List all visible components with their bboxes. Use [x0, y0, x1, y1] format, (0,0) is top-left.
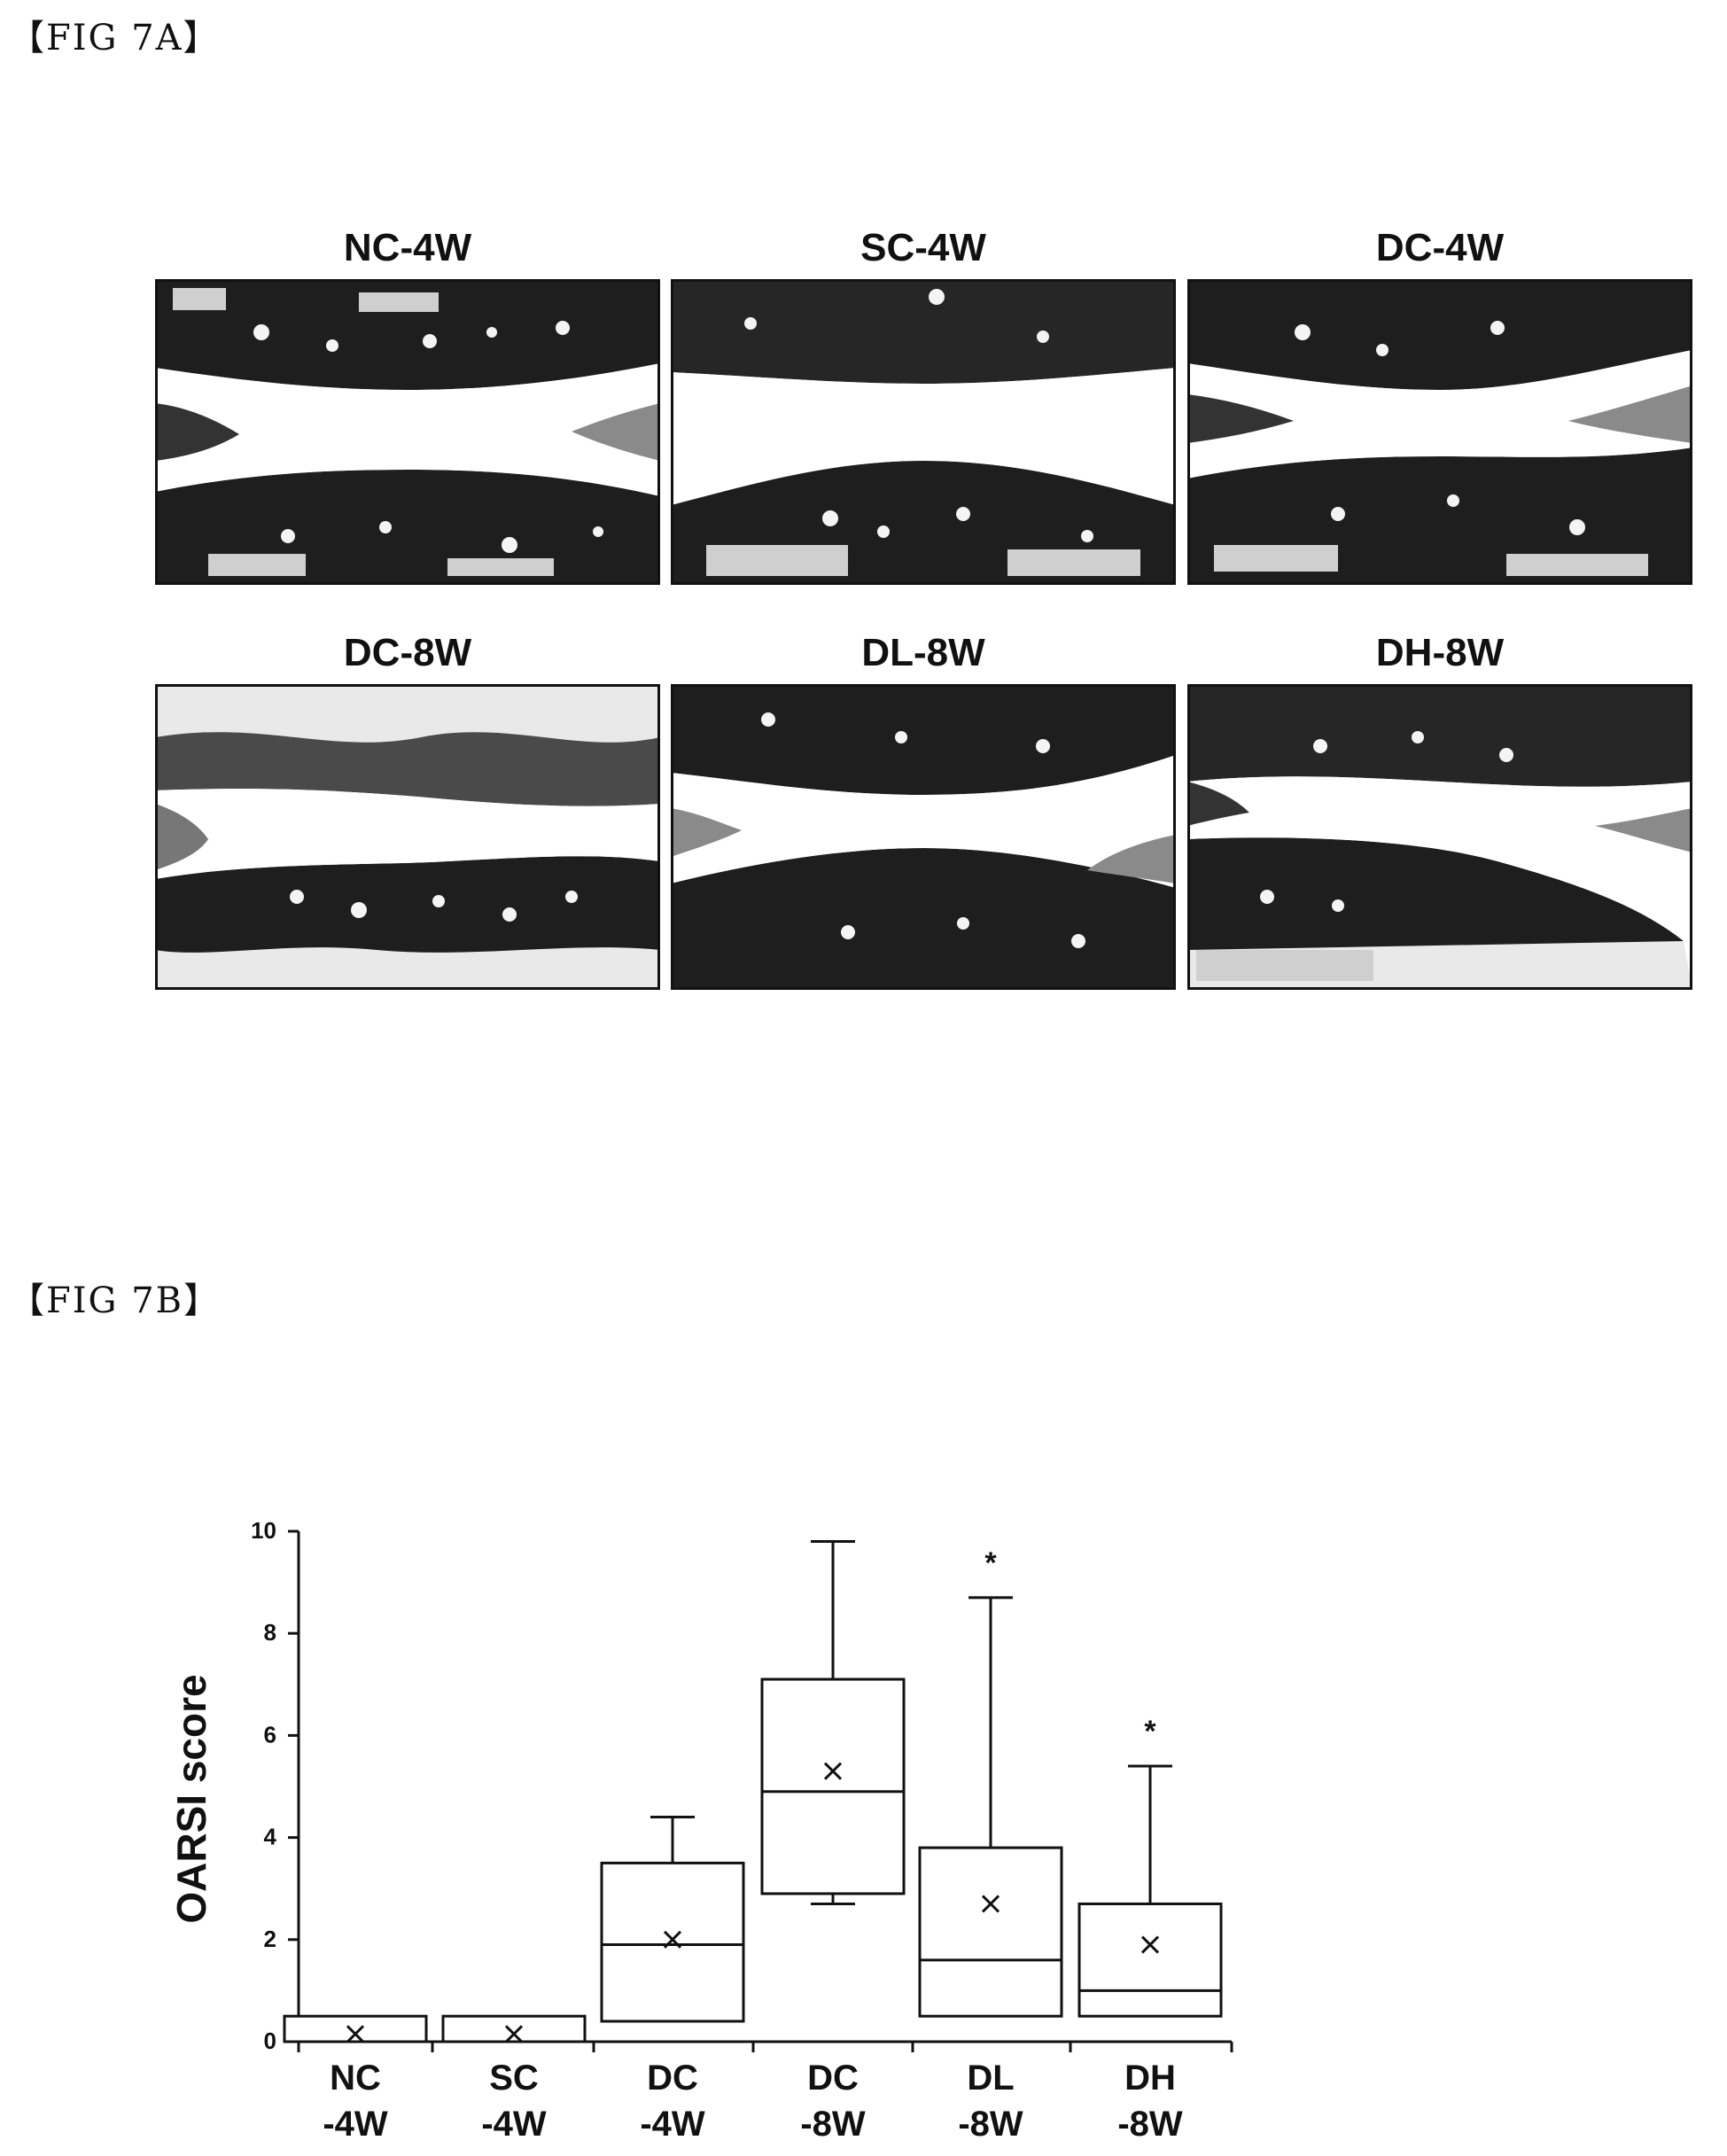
y-tick-label: 6: [264, 1721, 276, 1747]
y-tick-label: 4: [264, 1824, 277, 1850]
x-tick-label-line2: -8W: [800, 2105, 866, 2144]
box-iqr: [443, 2016, 585, 2042]
box-4: *: [920, 1546, 1062, 2016]
box-iqr: [920, 1848, 1062, 2016]
x-tick-label-line2: -4W: [640, 2105, 705, 2144]
x-tick-label-line1: NC: [330, 2059, 381, 2098]
x-tick-label-line1: DC: [807, 2059, 859, 2098]
y-axis-label: OARSI score: [168, 1674, 214, 1923]
box-1: [443, 2016, 585, 2042]
box-iqr: [602, 1863, 743, 2021]
x-tick-label-line2: -8W: [1117, 2105, 1183, 2144]
y-tick-label: 0: [264, 2028, 276, 2054]
x-tick-label-line1: DL: [967, 2059, 1014, 2098]
box-5: *: [1079, 1715, 1221, 2016]
box-0: [284, 2016, 426, 2042]
box-iqr: [284, 2016, 426, 2042]
x-tick-label-line2: -8W: [958, 2105, 1023, 2144]
x-tick-label-line2: -4W: [323, 2105, 388, 2144]
significance-marker: *: [984, 1546, 997, 1580]
significance-marker: *: [1144, 1715, 1156, 1748]
y-tick-label: 2: [264, 1926, 276, 1952]
box-2: [602, 1817, 743, 2021]
x-tick-label-line1: DH: [1124, 2059, 1176, 2098]
x-tick-label-line2: -4W: [481, 2105, 547, 2144]
box-iqr: [1079, 1903, 1221, 2016]
box-3: [762, 1542, 904, 1904]
x-tick-label-line1: SC: [489, 2059, 539, 2098]
x-tick-label-line1: DC: [647, 2059, 698, 2098]
y-tick-label: 8: [264, 1619, 276, 1646]
y-tick-label: 10: [251, 1517, 276, 1544]
box-iqr: [762, 1679, 904, 1894]
